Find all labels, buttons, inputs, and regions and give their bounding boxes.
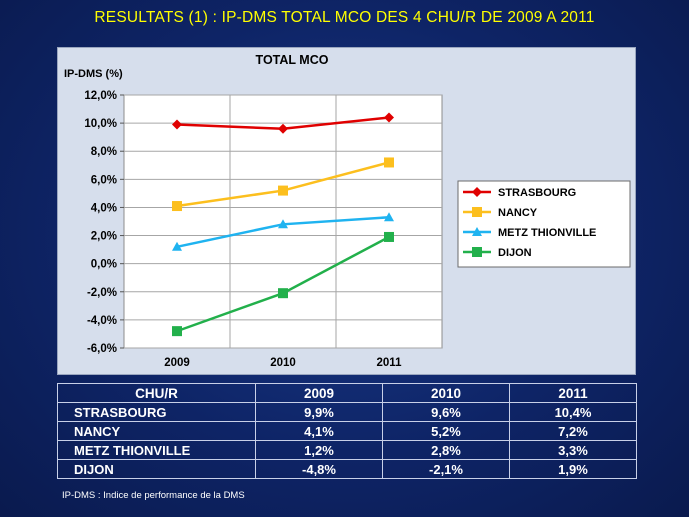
table-cell-value: 2,8% <box>382 440 510 460</box>
table-cell-value: 10,4% <box>509 402 637 422</box>
table-body: STRASBOURG 9,9% 9,6% 10,4% NANCY 4,1% 5,2% 7,2%… <box>57 402 637 479</box>
data-point-nancy <box>278 185 288 196</box>
table-row: METZ THIONVILLE 1,2% 2,8% 3,3% <box>57 440 637 460</box>
table-cell-label: NANCY <box>57 421 256 441</box>
data-point-strasbourg <box>278 123 288 134</box>
legend-label: METZ THIONVILLE <box>498 227 596 239</box>
table-header-2: 2010 <box>382 383 510 403</box>
x-tick-label: 2011 <box>377 357 403 369</box>
table-header-3: 2011 <box>509 383 637 403</box>
legend-swatch-marker <box>472 247 482 257</box>
y-tick-label: 6,0% <box>91 174 117 186</box>
chart-title: TOTAL MCO <box>256 53 329 67</box>
data-point-metz-thionville <box>384 212 394 222</box>
data-point-dijon <box>172 326 182 337</box>
line-chart: 12,0% 10,0% 8,0% 6,0% 4,0% 2,0% 0,0% -2,0% -4,0%… <box>64 53 631 369</box>
table-cell-value: 4,1% <box>255 421 383 441</box>
slide-title: RESULTATS (1) : IP-DMS TOTAL MCO DES 4 C… <box>94 9 595 26</box>
chart-panel: 12,0% 10,0% 8,0% 6,0% 4,0% 2,0% 0,0% -2,0% -4,0%… <box>57 47 636 375</box>
y-tick-label: 0,0% <box>91 259 117 271</box>
data-point-metz-thionville <box>278 219 288 229</box>
table-cell-value: 1,9% <box>509 459 637 479</box>
data-point-strasbourg <box>172 119 182 130</box>
data-point-strasbourg <box>384 112 394 123</box>
table-row: STRASBOURG 9,9% 9,6% 10,4% <box>57 402 637 422</box>
table-cell-value: 7,2% <box>509 421 637 441</box>
table-header-0: CHU/R <box>57 383 256 403</box>
data-point-dijon <box>278 288 288 299</box>
x-tick-label: 2009 <box>164 357 190 369</box>
table-cell-label: DIJON <box>57 459 256 479</box>
table-cell-value: -2,1% <box>382 459 510 479</box>
legend-label: NANCY <box>498 207 538 219</box>
legend-swatch-marker <box>472 207 482 217</box>
legend-label: DIJON <box>498 247 532 259</box>
y-tick-label: 4,0% <box>91 202 117 214</box>
y-tick-label: 12,0% <box>84 90 117 102</box>
y-tick-label: 8,0% <box>91 146 117 158</box>
y-tick-label: -6,0% <box>87 343 117 355</box>
table-cell-value: -4,8% <box>255 459 383 479</box>
table-cell-value: 9,9% <box>255 402 383 422</box>
legend-swatch-marker <box>472 227 482 236</box>
table-cell-label: METZ THIONVILLE <box>57 440 256 460</box>
table-cell-label: STRASBOURG <box>57 402 256 422</box>
footnote: IP-DMS : Indice de performance de la DMS <box>62 490 245 501</box>
y-axis-label: IP-DMS (%) <box>64 68 123 80</box>
data-table: CHU/R 2009 2010 2011 STRASBOURG 9,9% 9,6% 10,4… <box>57 383 637 479</box>
table-row: DIJON -4,8% -2,1% 1,9% <box>57 459 637 479</box>
legend-label: STRASBOURG <box>498 187 576 199</box>
table-row: NANCY 4,1% 5,2% 7,2% <box>57 421 637 441</box>
data-point-metz-thionville <box>172 241 182 251</box>
data-point-dijon <box>384 231 394 242</box>
table-cell-value: 9,6% <box>382 402 510 422</box>
table-cell-value: 1,2% <box>255 440 383 460</box>
data-point-nancy <box>384 157 394 168</box>
data-point-nancy <box>172 201 182 212</box>
y-tick-label: 2,0% <box>91 231 117 243</box>
y-tick-label: -2,0% <box>87 287 117 299</box>
table-header-row: CHU/R 2009 2010 2011 <box>57 383 637 403</box>
y-tick-label: 10,0% <box>84 118 117 130</box>
legend-swatch-marker <box>472 187 482 197</box>
table-cell-value: 3,3% <box>509 440 637 460</box>
table-cell-value: 5,2% <box>382 421 510 441</box>
x-tick-label: 2010 <box>270 357 296 369</box>
y-tick-label: -4,0% <box>87 315 117 327</box>
table-header-1: 2009 <box>255 383 383 403</box>
